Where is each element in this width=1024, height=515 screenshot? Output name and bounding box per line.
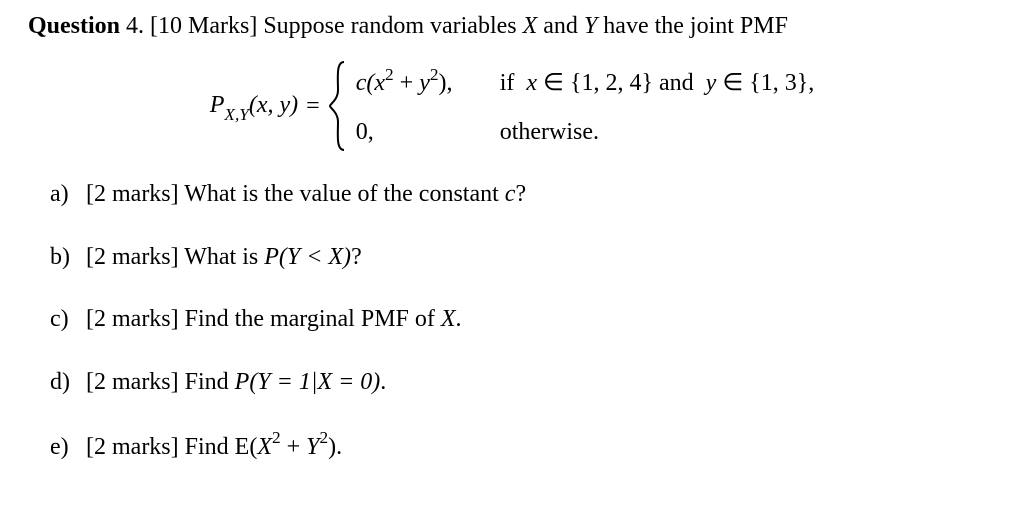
document-page: Question 4. [10 Marks] Suppose random va… [0, 0, 1024, 463]
equals-sign: = [306, 90, 320, 122]
part-marks: [2 marks] [86, 244, 179, 270]
part-math: P(Y = 1|X = 0) [235, 369, 381, 395]
case-1: c(x2 + y2), if x ∈ {1, 2, 4} and y ∈ {1,… [356, 64, 815, 99]
part-e: e) [2 marks] Find E(X2 + Y2). [50, 428, 996, 463]
part-d: d) [2 marks] Find P(Y = 1|X = 0). [50, 366, 996, 398]
lhs-func: P [210, 92, 225, 118]
part-label: a) [50, 178, 80, 210]
part-marks: [2 marks] [86, 181, 179, 207]
part-label: d) [50, 366, 80, 398]
part-marks: [2 marks] [86, 306, 179, 332]
part-label: c) [50, 303, 80, 335]
pmf-equation: PX,Y(x, y) = c(x2 + y2), if x ∈ {1, 2, 4… [28, 60, 996, 152]
lhs-subscript: X,Y [224, 105, 248, 124]
part-b: b) [2 marks] What is P(Y < X)? [50, 241, 996, 273]
total-marks: [10 Marks] [150, 13, 257, 39]
part-text: Find [185, 369, 229, 395]
case-2: 0, otherwise. [356, 116, 815, 148]
case2-expression: 0, [356, 116, 492, 148]
and-word: and [543, 13, 578, 39]
part-marks: [2 marks] [86, 369, 179, 395]
parts-list: a) [2 marks] What is the value of the co… [28, 178, 996, 463]
question-header: Question 4. [10 Marks] Suppose random va… [28, 10, 996, 42]
part-label: e) [50, 431, 80, 463]
case2-condition: otherwise. [500, 116, 599, 148]
part-math: c [505, 181, 516, 207]
lhs-args: (x, y) [249, 92, 298, 118]
part-math: E(X2 + Y2) [235, 434, 337, 460]
prompt-text: Suppose random variables [263, 13, 516, 39]
part-marks: [2 marks] [86, 434, 179, 460]
part-a: a) [2 marks] What is the value of the co… [50, 178, 996, 210]
var-x: X [523, 13, 538, 39]
part-c: c) [2 marks] Find the marginal PMF of X. [50, 303, 996, 335]
part-math: X [441, 306, 456, 332]
part-punct: . [336, 434, 342, 460]
case1-expression: c(x2 + y2), [356, 64, 492, 99]
question-number: 4. [126, 13, 144, 39]
question-label: Question [28, 13, 120, 39]
lhs: PX,Y(x, y) [210, 89, 298, 124]
cases-block: c(x2 + y2), if x ∈ {1, 2, 4} and y ∈ {1,… [356, 64, 815, 148]
part-text: What is the value of the constant [184, 181, 499, 207]
part-label: b) [50, 241, 80, 273]
part-punct: ? [515, 181, 526, 207]
left-brace-icon [328, 60, 348, 152]
part-math: P(Y < X) [264, 244, 351, 270]
part-text: Find [185, 434, 229, 460]
case1-condition: if x ∈ {1, 2, 4} and y ∈ {1, 3}, [500, 67, 815, 99]
part-punct: ? [351, 244, 362, 270]
prompt-tail: have the joint PMF [603, 13, 788, 39]
var-y: Y [584, 13, 597, 39]
part-punct: . [380, 369, 386, 395]
part-punct: . [456, 306, 462, 332]
part-text: Find the marginal PMF of [185, 306, 435, 332]
part-text: What is [184, 244, 258, 270]
